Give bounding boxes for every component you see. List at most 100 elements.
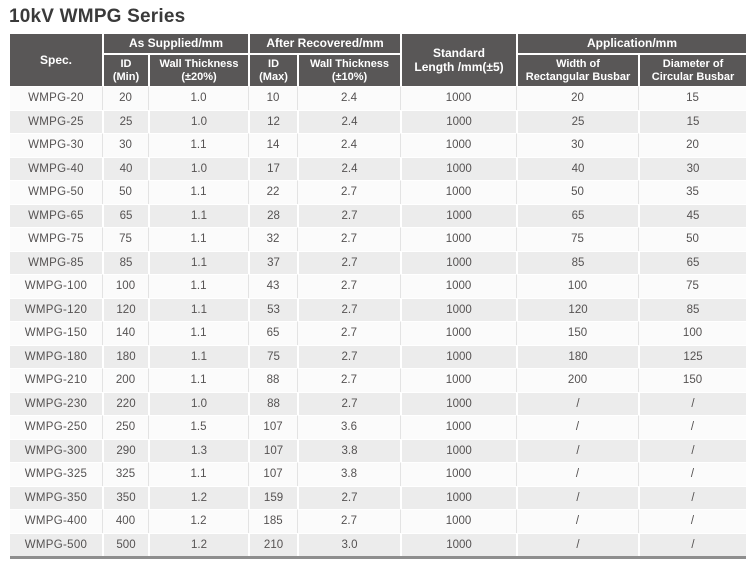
value-cell: 22 <box>248 180 298 204</box>
spec-cell: WMPG-350 <box>10 485 102 509</box>
value-cell: 1000 <box>400 297 517 321</box>
value-cell: 1000 <box>400 462 517 486</box>
value-cell: 350 <box>102 485 148 509</box>
value-cell: 88 <box>248 391 298 415</box>
value-cell: / <box>638 438 747 462</box>
spec-cell: WMPG-75 <box>10 227 102 251</box>
spec-cell: WMPG-400 <box>10 509 102 533</box>
value-cell: 75 <box>516 227 639 251</box>
col-header-width-rectangular-busbar: Width of Rectangular Busbar <box>516 53 639 86</box>
value-cell: 125 <box>638 344 747 368</box>
value-cell: 185 <box>248 509 298 533</box>
value-cell: 15 <box>638 109 747 133</box>
value-cell: 65 <box>248 321 298 345</box>
value-cell: 75 <box>102 227 148 251</box>
value-cell: 1.1 <box>148 180 249 204</box>
value-cell: 25 <box>516 109 639 133</box>
spec-cell: WMPG-210 <box>10 368 102 392</box>
value-cell: 1.2 <box>148 509 249 533</box>
value-cell: 2.7 <box>297 509 401 533</box>
value-cell: / <box>638 462 747 486</box>
spec-cell: WMPG-85 <box>10 250 102 274</box>
col-group-as-supplied: As Supplied/mm <box>102 34 249 53</box>
spec-table: Spec. As Supplied/mm After Recovered/mm … <box>10 34 747 559</box>
spec-cell: WMPG-120 <box>10 297 102 321</box>
value-cell: 180 <box>516 344 639 368</box>
table-row: WMPG-30 30 1.1 14 2.4 1000 30 20 <box>10 133 747 157</box>
value-cell: 28 <box>248 203 298 227</box>
value-cell: 85 <box>516 250 639 274</box>
spec-cell: WMPG-40 <box>10 156 102 180</box>
value-cell: 1000 <box>400 344 517 368</box>
spec-cell: WMPG-500 <box>10 532 102 556</box>
value-cell: / <box>516 509 639 533</box>
col-header-id-min: ID (Min) <box>102 53 148 86</box>
value-cell: 2.7 <box>297 368 401 392</box>
spec-cell: WMPG-325 <box>10 462 102 486</box>
table-row: WMPG-250 250 1.5 107 3.6 1000// <box>10 415 747 439</box>
value-cell: 210 <box>248 532 298 556</box>
value-cell: 1000 <box>400 415 517 439</box>
spec-cell: WMPG-25 <box>10 109 102 133</box>
value-cell: 30 <box>638 156 747 180</box>
table-row: WMPG-40 40 1.0 17 2.4 1000 40 30 <box>10 156 747 180</box>
value-cell: 180 <box>102 344 148 368</box>
value-cell: 1.1 <box>148 297 249 321</box>
value-cell: 50 <box>516 180 639 204</box>
value-cell: 2.7 <box>297 391 401 415</box>
value-cell: 20 <box>102 86 148 110</box>
value-cell: 1.0 <box>148 156 249 180</box>
value-cell: 1000 <box>400 227 517 251</box>
value-cell: 88 <box>248 368 298 392</box>
header-line: Wall Thickness <box>309 57 390 70</box>
value-cell: 75 <box>248 344 298 368</box>
value-cell: 1.1 <box>148 344 249 368</box>
value-cell: / <box>638 391 747 415</box>
value-cell: 1.2 <box>148 485 249 509</box>
value-cell: 2.4 <box>297 86 401 110</box>
value-cell: 3.8 <box>297 462 401 486</box>
value-cell: 1.5 <box>148 415 249 439</box>
value-cell: 1000 <box>400 250 517 274</box>
header-line: Diameter of <box>662 57 724 70</box>
value-cell: 65 <box>516 203 639 227</box>
value-cell: 1.1 <box>148 203 249 227</box>
value-cell: 1000 <box>400 509 517 533</box>
value-cell: 65 <box>102 203 148 227</box>
value-cell: 50 <box>638 227 747 251</box>
col-group-after-recovered: After Recovered/mm <box>248 34 401 53</box>
header-line: Standard <box>433 45 486 60</box>
table-row: WMPG-100 100 1.1 43 2.7 1000 100 75 <box>10 274 747 298</box>
value-cell: 1000 <box>400 133 517 157</box>
value-cell: 1.1 <box>148 462 249 486</box>
value-cell: 20 <box>516 86 639 110</box>
value-cell: / <box>638 485 747 509</box>
table-row: WMPG-500 500 1.2 210 3.0 1000// <box>10 532 747 556</box>
value-cell: 50 <box>102 180 148 204</box>
table-row: WMPG-150 140 1.1 65 2.7 1000 150 100 <box>10 321 747 345</box>
value-cell: 1.3 <box>148 438 249 462</box>
value-cell: 2.7 <box>297 180 401 204</box>
header-line: Length /mm(±5) <box>414 60 504 74</box>
value-cell: 140 <box>102 321 148 345</box>
value-cell: 1.1 <box>148 250 249 274</box>
value-cell: 1.1 <box>148 227 249 251</box>
table-row: WMPG-65 65 1.1 28 2.7 1000 65 45 <box>10 203 747 227</box>
value-cell: 30 <box>102 133 148 157</box>
spec-cell: WMPG-180 <box>10 344 102 368</box>
value-cell: 45 <box>638 203 747 227</box>
header-line: (Min) <box>112 70 140 83</box>
value-cell: 1000 <box>400 368 517 392</box>
value-cell: 2.7 <box>297 250 401 274</box>
value-cell: 1.2 <box>148 532 249 556</box>
value-cell: 250 <box>102 415 148 439</box>
value-cell: 100 <box>516 274 639 298</box>
col-group-application: Application/mm <box>516 34 747 53</box>
spec-cell: WMPG-65 <box>10 203 102 227</box>
value-cell: 1000 <box>400 532 517 556</box>
value-cell: / <box>516 532 639 556</box>
value-cell: 1000 <box>400 156 517 180</box>
value-cell: 2.7 <box>297 485 401 509</box>
col-header-id-max: ID (Max) <box>248 53 298 86</box>
header-line: Circular Busbar <box>651 70 735 83</box>
